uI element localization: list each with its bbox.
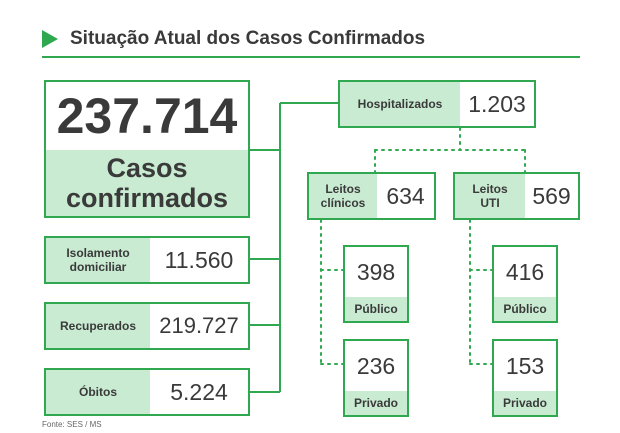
uti-publico-value: 416: [505, 258, 545, 285]
clinicos-publico-value: 398: [356, 258, 396, 285]
obitos-label: Óbitos: [46, 370, 150, 414]
leitos-clinicos-box: Leitos clínicos 634: [307, 172, 436, 220]
leitos-uti-box: Leitos UTI 569: [453, 172, 580, 220]
hospitalizados-box: Hospitalizados 1.203: [338, 80, 536, 128]
uti-publico-label: Público: [494, 297, 556, 321]
isolamento-label-line1: Isolamento: [66, 246, 130, 260]
obitos-box: Óbitos 5.224: [44, 368, 250, 416]
isolamento-value: 11.560: [164, 246, 234, 273]
uti-privado-box: 153 Privado: [492, 339, 558, 417]
uti-privado-value: 153: [505, 352, 545, 379]
hospitalizados-label: Hospitalizados: [340, 82, 460, 126]
leitos-uti-value: 569: [532, 182, 571, 209]
uti-privado-label: Privado: [494, 391, 556, 415]
leitos-uti-label-line2: UTI: [480, 196, 500, 210]
isolamento-box: Isolamento domiciliar 11.560: [44, 236, 250, 284]
total-cases-box: 237.714 Casos confirmados: [44, 80, 250, 218]
clinicos-privado-label: Privado: [345, 391, 407, 415]
total-cases-label: Casos confirmados: [46, 150, 248, 216]
leitos-clinicos-label: Leitos clínicos: [309, 174, 377, 218]
obitos-value: 5.224: [170, 378, 228, 405]
clinicos-privado-box: 236 Privado: [343, 339, 409, 417]
leitos-clinicos-value: 634: [386, 182, 425, 209]
recuperados-label: Recuperados: [46, 304, 150, 348]
leitos-clinicos-label-line1: Leitos: [325, 182, 361, 196]
total-cases-label-line1: Casos: [106, 153, 188, 183]
total-cases-value: 237.714: [56, 88, 238, 144]
page-title: Situação Atual dos Casos Confirmados: [70, 28, 426, 49]
isolamento-label-line2: domiciliar: [69, 260, 127, 274]
clinicos-publico-box: 398 Público: [343, 245, 409, 323]
leitos-uti-label: Leitos UTI: [455, 174, 525, 218]
hospitalizados-value: 1.203: [468, 90, 526, 117]
total-cases-label-line2: confirmados: [65, 183, 229, 213]
title-rule: [42, 56, 580, 58]
recuperados-value: 219.727: [159, 313, 239, 338]
isolamento-label: Isolamento domiciliar: [46, 238, 150, 282]
source-note: Fonte: SES / MS: [42, 420, 102, 429]
uti-publico-box: 416 Público: [492, 245, 558, 323]
recuperados-box: Recuperados 219.727: [44, 302, 250, 350]
clinicos-privado-value: 236: [356, 352, 396, 379]
title-arrow-icon: [42, 30, 58, 48]
leitos-uti-label-line1: Leitos: [472, 182, 508, 196]
leitos-clinicos-label-line2: clínicos: [320, 196, 366, 210]
clinicos-publico-label: Público: [345, 297, 407, 321]
